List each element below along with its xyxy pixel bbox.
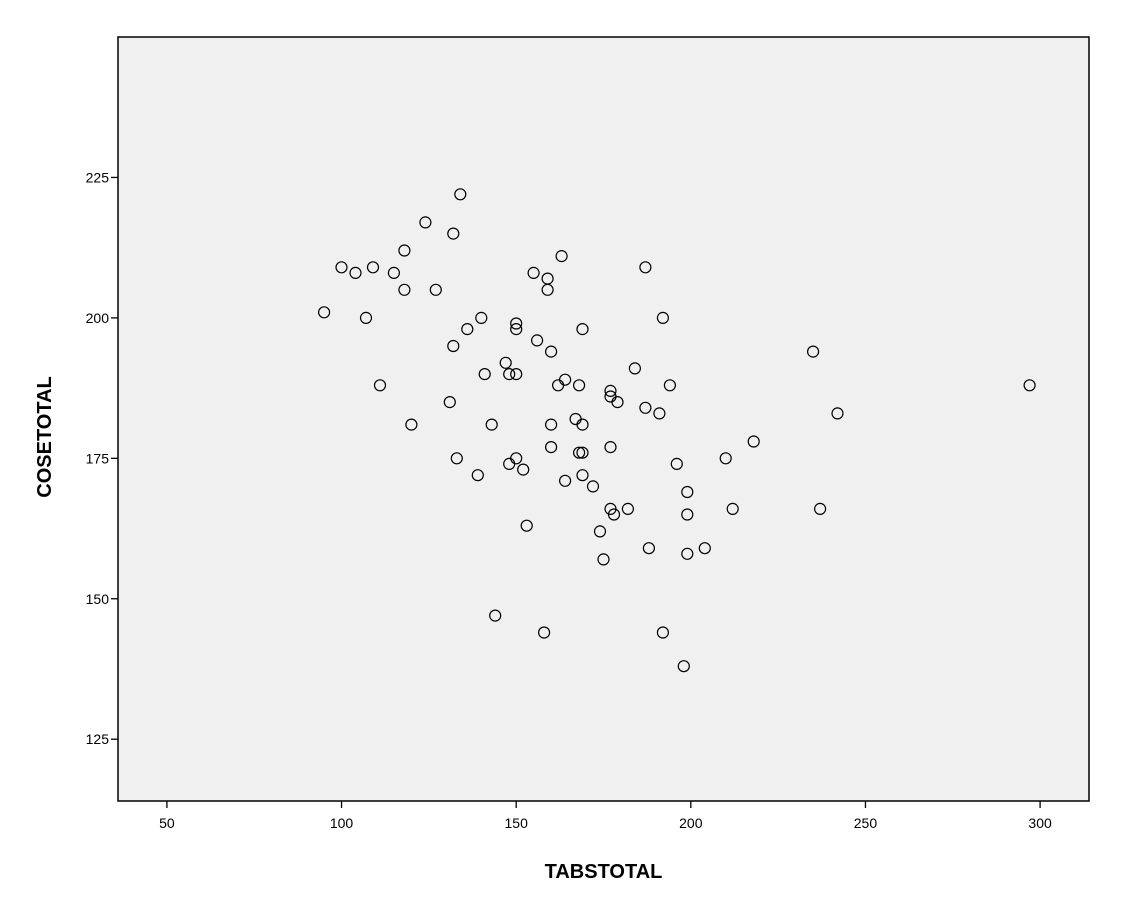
data-point bbox=[461, 323, 474, 336]
data-point bbox=[621, 502, 635, 515]
data-point bbox=[604, 441, 617, 454]
data-point bbox=[576, 418, 589, 431]
data-point bbox=[447, 339, 460, 353]
x-tick-label: 50 bbox=[159, 815, 175, 831]
data-point bbox=[443, 396, 456, 409]
data-point bbox=[698, 542, 711, 555]
data-point bbox=[537, 626, 551, 639]
data-point bbox=[681, 547, 694, 560]
data-point bbox=[429, 283, 442, 296]
x-tick-label: 250 bbox=[854, 815, 878, 831]
data-point bbox=[593, 525, 607, 538]
data-point bbox=[639, 401, 652, 414]
data-point bbox=[510, 323, 523, 336]
data-point bbox=[544, 418, 558, 431]
y-axis-title: COSETOTAL bbox=[34, 376, 56, 497]
data-point bbox=[335, 261, 348, 274]
y-tick-label: 150 bbox=[86, 591, 110, 607]
data-point bbox=[628, 362, 642, 375]
data-point bbox=[656, 311, 670, 324]
data-point bbox=[366, 261, 380, 274]
plot-area bbox=[117, 36, 1090, 802]
data-point bbox=[530, 334, 544, 347]
y-tick-label: 175 bbox=[86, 450, 110, 466]
data-point bbox=[586, 480, 600, 493]
data-point bbox=[1023, 379, 1036, 392]
data-point bbox=[447, 227, 460, 240]
data-point bbox=[576, 469, 589, 482]
data-point bbox=[576, 446, 589, 459]
data-point bbox=[576, 323, 589, 336]
data-point bbox=[373, 379, 387, 392]
data-point bbox=[349, 266, 362, 279]
data-point bbox=[670, 457, 683, 470]
data-point bbox=[499, 356, 512, 369]
x-tick-label: 300 bbox=[1028, 815, 1052, 831]
data-point bbox=[527, 266, 540, 279]
data-point bbox=[677, 660, 690, 673]
y-tick-label: 200 bbox=[86, 310, 110, 326]
points-group bbox=[318, 188, 1036, 673]
data-point bbox=[607, 508, 621, 521]
data-point bbox=[726, 502, 739, 515]
data-point bbox=[611, 396, 624, 409]
data-point bbox=[489, 609, 502, 622]
y-tick-label: 125 bbox=[86, 731, 110, 747]
data-point bbox=[604, 384, 617, 397]
data-point bbox=[597, 553, 610, 566]
data-point bbox=[747, 435, 760, 448]
x-tick-label: 150 bbox=[505, 815, 529, 831]
plot-area-group bbox=[117, 36, 1090, 802]
data-point bbox=[642, 542, 656, 555]
y-tick-label: 225 bbox=[86, 169, 110, 185]
data-point bbox=[653, 407, 666, 420]
data-point bbox=[398, 244, 411, 257]
data-point bbox=[520, 519, 533, 532]
data-point bbox=[398, 283, 411, 296]
data-point bbox=[510, 452, 523, 465]
data-point bbox=[471, 469, 484, 482]
data-point bbox=[510, 368, 523, 381]
data-point bbox=[656, 626, 670, 639]
x-tick-label: 100 bbox=[330, 815, 354, 831]
data-point bbox=[681, 508, 694, 521]
data-point bbox=[555, 250, 568, 263]
data-point bbox=[558, 373, 572, 386]
data-point bbox=[318, 306, 331, 319]
data-point bbox=[544, 345, 558, 358]
data-point bbox=[475, 311, 488, 324]
data-point bbox=[806, 345, 820, 358]
data-point bbox=[663, 379, 677, 392]
data-point bbox=[813, 502, 827, 515]
axes-group: 50 100 150 200 250 300 125 150 175 200 225 bbox=[86, 169, 1052, 831]
data-point bbox=[572, 379, 586, 392]
x-axis-title: TABSTOTAL bbox=[545, 861, 663, 883]
data-point bbox=[639, 261, 652, 274]
data-point bbox=[541, 283, 554, 296]
data-point bbox=[359, 311, 373, 324]
data-point bbox=[719, 452, 732, 465]
data-point bbox=[485, 418, 498, 431]
data-point bbox=[558, 474, 572, 487]
data-point bbox=[517, 463, 530, 476]
data-point bbox=[419, 216, 432, 229]
data-point bbox=[831, 407, 844, 420]
x-tick-label: 200 bbox=[679, 815, 703, 831]
data-point bbox=[387, 266, 400, 279]
data-point bbox=[405, 418, 418, 431]
data-point bbox=[681, 485, 694, 499]
data-point bbox=[478, 368, 491, 381]
data-point bbox=[572, 446, 586, 459]
data-point bbox=[510, 317, 523, 330]
data-point bbox=[503, 368, 516, 381]
data-point bbox=[454, 188, 467, 201]
data-point bbox=[450, 452, 463, 465]
data-point bbox=[544, 441, 558, 454]
